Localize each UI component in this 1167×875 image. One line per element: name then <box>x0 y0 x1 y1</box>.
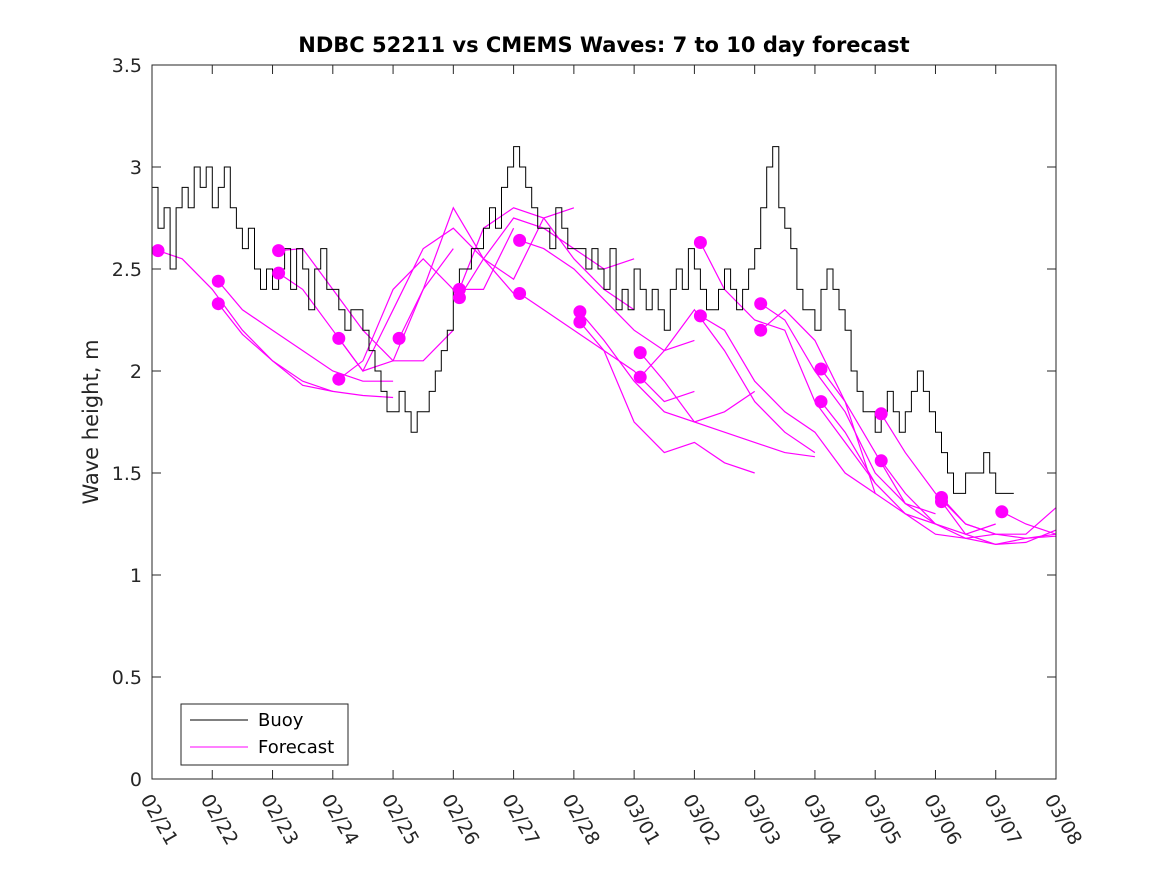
y-tick-label: 2 <box>130 361 142 383</box>
forecast-start-marker <box>272 266 286 280</box>
forecast-start-marker <box>693 236 707 249</box>
forecast-series-line <box>941 501 1057 546</box>
forecast-start-marker <box>995 505 1009 519</box>
forecast-start-marker <box>151 244 165 258</box>
forecast-start-marker <box>211 274 225 288</box>
y-tick-label: 1.5 <box>112 463 142 485</box>
series-layer <box>152 146 1057 546</box>
y-tick-label: 3.5 <box>112 55 142 77</box>
forecast-start-marker <box>452 291 466 305</box>
forecast-start-marker <box>754 323 768 337</box>
y-axis: 0 0.5 1 1.5 2 2.5 3 3.5 <box>112 55 1056 791</box>
forecast-start-marker <box>513 287 527 300</box>
forecast-series-line <box>579 311 756 423</box>
y-tick-label: 0.5 <box>112 667 142 689</box>
plot-frame <box>151 64 1057 780</box>
forecast-series-line <box>217 280 394 382</box>
forecast-series-line <box>157 250 333 392</box>
forecast-series-line <box>1001 511 1057 535</box>
forecast-start-marker <box>633 346 647 360</box>
forecast-start-marker <box>513 233 527 247</box>
legend-label-buoy: Buoy <box>258 710 304 731</box>
forecast-series-line <box>338 227 515 380</box>
forecast-start-marker <box>935 495 948 509</box>
plot-area <box>152 65 1056 779</box>
forecast-series-line <box>639 352 815 458</box>
forecast-series-line <box>639 308 816 454</box>
forecast-start-marker <box>754 297 768 311</box>
forecast-start-marker <box>874 407 888 421</box>
y-axis-label: Wave height, m <box>79 339 103 504</box>
forecast-start-marker <box>392 331 406 345</box>
forecast-series-line <box>217 303 394 399</box>
forecast-series-line <box>700 315 876 494</box>
forecast-start-marker <box>693 309 707 323</box>
forecast-start-marker <box>332 331 346 345</box>
forecast-start-marker <box>814 395 828 409</box>
forecast-series-line <box>579 321 755 474</box>
legend-label-forecast: Forecast <box>258 737 334 758</box>
forecast-start-marker <box>633 370 647 384</box>
legend-box <box>180 703 349 766</box>
buoy-series-line <box>152 146 1014 494</box>
chart-title: NDBC 52211 vs CMEMS Waves: 7 to 10 day f… <box>298 33 909 57</box>
forecast-start-marker <box>211 297 225 311</box>
y-tick-label: 0 <box>130 769 142 791</box>
y-tick-label: 2.5 <box>112 259 142 281</box>
forecast-start-marker <box>573 315 587 329</box>
y-tick-label: 1 <box>130 565 142 587</box>
forecast-start-marker <box>874 454 888 468</box>
forecast-series-line <box>941 497 1057 539</box>
legend: Buoy Forecast <box>180 703 349 766</box>
forecast-start-marker <box>814 362 828 376</box>
forecast-start-marker <box>573 305 587 319</box>
forecast-start-marker <box>332 372 346 386</box>
marker-layer <box>151 233 1009 519</box>
forecast-start-marker <box>272 244 286 258</box>
y-tick-label: 3 <box>130 157 142 179</box>
